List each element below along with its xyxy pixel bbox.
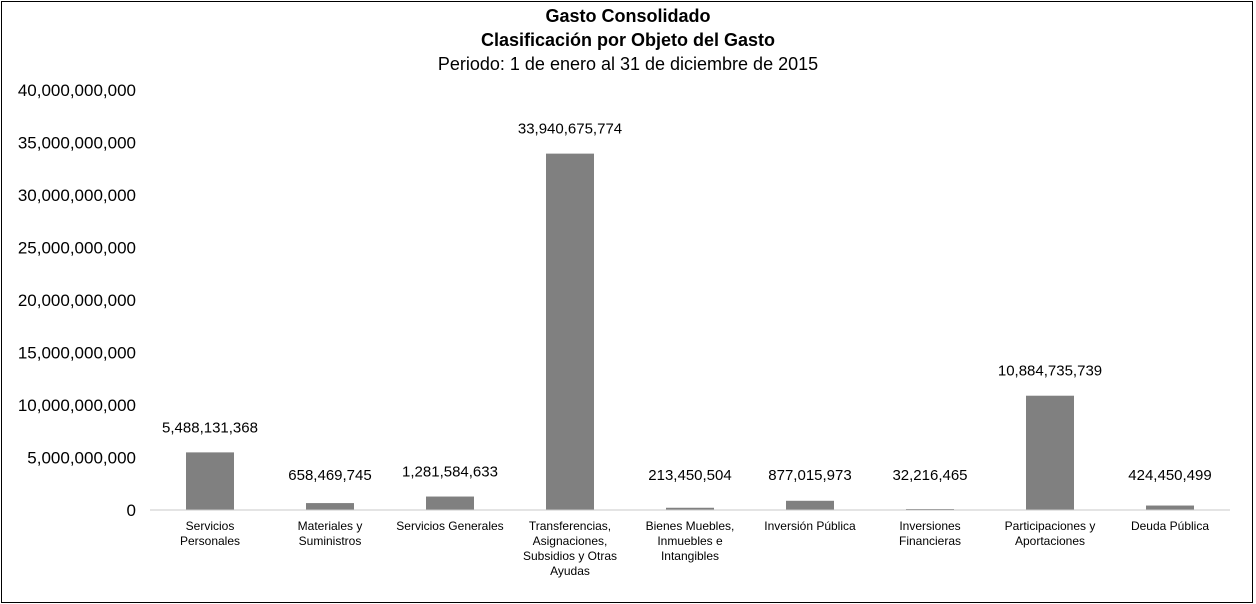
y-tick-label: 5,000,000,000 — [27, 449, 136, 468]
category-label: Participaciones y Aportaciones — [1005, 519, 1096, 548]
data-label: 5,488,131,368 — [162, 419, 258, 436]
category-label: Bienes Muebles, Inmuebles e Intangibles — [646, 519, 735, 563]
bar — [1146, 505, 1194, 510]
data-label: 32,216,465 — [892, 467, 967, 484]
value-labels: 5,488,131,368 658,469,745 1,281,584,633 33,… — [162, 121, 1212, 484]
data-label: 658,469,745 — [288, 467, 371, 484]
data-label: 1,281,584,633 — [402, 464, 498, 481]
bar — [1026, 395, 1074, 510]
y-tick-label: 15,000,000,000 — [18, 344, 136, 363]
y-tick-label: 40,000,000,000 — [18, 81, 136, 100]
category-label-line: Servicios Generales — [396, 519, 503, 533]
category-label-line: Deuda Pública — [1131, 519, 1209, 533]
category-label-line: Materiales y — [298, 519, 363, 533]
category-label-line: Financieras — [899, 534, 961, 548]
category-label-line: Aportaciones — [1015, 534, 1085, 548]
y-tick-label: 10,000,000,000 — [18, 396, 136, 415]
category-label-line: Servicios — [186, 519, 235, 533]
category-label-line: Personales — [180, 534, 240, 548]
category-label-line: Participaciones y — [1005, 519, 1096, 533]
chart-title: Gasto Consolidado — [545, 6, 711, 26]
category-label-line: Subsidios y Otras — [523, 549, 617, 563]
x-axis: Servicios Personales Materiales y Suministr… — [150, 509, 1230, 578]
category-label: Inversión Pública — [764, 519, 856, 533]
chart-subtitle: Clasificación por Objeto del Gasto — [480, 30, 776, 50]
bar — [786, 500, 834, 510]
bar — [186, 452, 234, 510]
category-label: Servicios Generales — [396, 519, 503, 533]
category-label-line: Suministros — [299, 534, 362, 548]
bars — [186, 153, 1194, 510]
category-label-line: Inversiones — [899, 519, 960, 533]
category-label: Servicios Personales — [180, 519, 240, 548]
category-label: Deuda Pública — [1131, 519, 1209, 533]
y-axis: 0 5,000,000,000 10,000,000,000 15,000,000,0… — [18, 81, 136, 520]
category-label-line: Ayudas — [550, 564, 590, 578]
data-label: 424,450,499 — [1128, 467, 1211, 484]
category-label-line: Inmuebles e — [657, 534, 723, 548]
category-label: Transferencias, Asignaciones, Subsidios y … — [523, 519, 617, 578]
category-label-line: Asignaciones, — [533, 534, 608, 548]
data-label: 33,940,675,774 — [518, 121, 622, 138]
bar — [426, 496, 474, 510]
category-label: Inversiones Financieras — [899, 519, 961, 548]
y-tick-label: 35,000,000,000 — [18, 134, 136, 153]
data-label: 10,884,735,739 — [998, 363, 1102, 380]
bar — [306, 503, 354, 510]
bar — [666, 507, 714, 510]
category-label-line: Bienes Muebles, — [646, 519, 735, 533]
y-tick-label: 30,000,000,000 — [18, 186, 136, 205]
data-label: 213,450,504 — [648, 467, 731, 484]
category-label-line: Intangibles — [661, 549, 719, 563]
bar — [546, 153, 594, 510]
y-tick-label: 25,000,000,000 — [18, 239, 136, 258]
y-tick-label: 20,000,000,000 — [18, 291, 136, 310]
chart-period: Periodo: 1 de enero al 31 de diciembre d… — [437, 54, 819, 74]
category-label: Materiales y Suministros — [298, 519, 363, 548]
y-tick-label: 0 — [127, 501, 136, 520]
category-label-line: Transferencias, — [529, 519, 611, 533]
category-label-line: Inversión Pública — [764, 519, 856, 533]
data-label: 877,015,973 — [768, 467, 851, 484]
